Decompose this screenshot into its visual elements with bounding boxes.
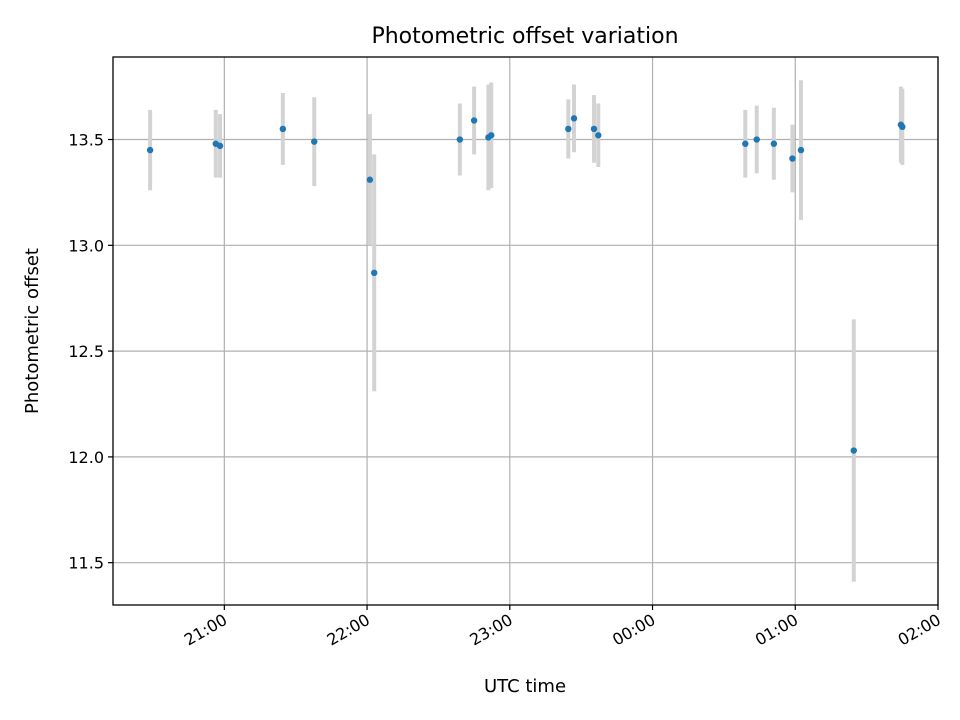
data-point	[366, 176, 374, 183]
data-point	[753, 136, 760, 143]
data-point	[590, 125, 598, 133]
y-axis-ticks: 11.5 12.0 12.5 13.0 13.5	[68, 131, 113, 573]
data-points	[146, 115, 906, 454]
y-tick-label: 11.5	[68, 554, 104, 573]
data-point	[311, 138, 318, 145]
data-point	[570, 115, 578, 122]
data-point	[565, 125, 572, 133]
data-point	[279, 125, 287, 133]
y-tick-label: 13.0	[68, 236, 104, 255]
data-point	[371, 269, 378, 277]
x-axis-label: UTC time	[484, 676, 566, 697]
y-axis-label: Photometric offset	[22, 248, 43, 414]
y-tick-label: 12.5	[68, 342, 104, 361]
data-point	[899, 123, 906, 131]
data-point	[742, 140, 749, 147]
data-point	[850, 447, 857, 454]
chart-title: Photometric offset variation	[371, 24, 678, 49]
plot-frame	[112, 56, 939, 606]
data-point	[789, 155, 796, 162]
data-point	[216, 142, 224, 150]
y-tick-label: 13.5	[68, 131, 104, 150]
data-point	[595, 132, 602, 139]
data-point	[770, 140, 778, 147]
data-point	[470, 117, 478, 124]
data-point	[456, 136, 464, 143]
y-tick-label: 12.0	[68, 448, 104, 467]
data-point	[488, 132, 495, 139]
data-point	[146, 146, 154, 154]
data-point	[797, 146, 805, 154]
